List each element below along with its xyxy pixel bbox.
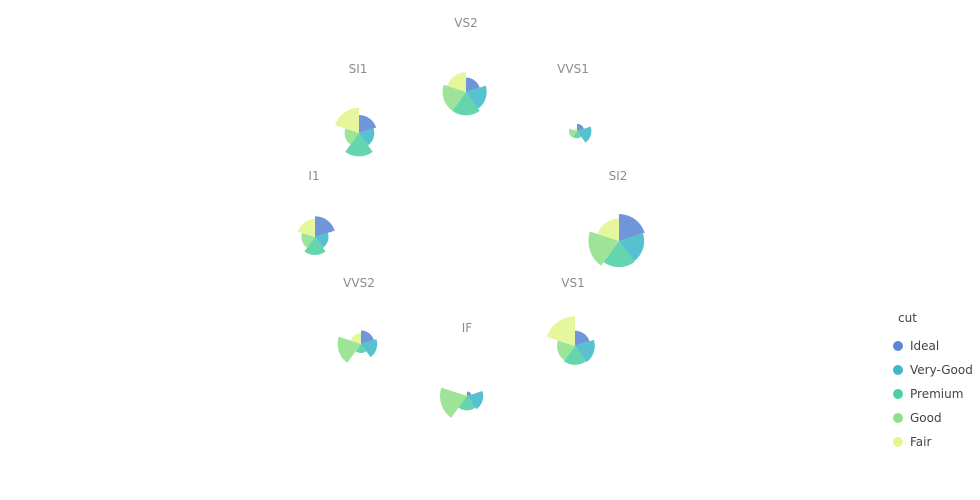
slice-vs1-good[interactable] [557, 340, 575, 361]
legend-label: Good [910, 411, 942, 425]
slice-si2-fair[interactable] [597, 218, 619, 242]
slice-if-ideal[interactable] [467, 391, 472, 397]
slice-vvs1-very-good[interactable] [577, 126, 592, 143]
clarity-group-vs1: VS1 [546, 276, 595, 365]
slice-vvs2-premium[interactable] [355, 344, 367, 353]
slice-i1-ideal[interactable] [315, 216, 335, 237]
slice-vs2-fair[interactable] [447, 72, 466, 92]
legend-title: cut [898, 311, 917, 325]
clarity-group-vvs2: VVS2 [337, 276, 378, 363]
clarity-groups: VS2 VVS1 SI2 VS1 IF VVS2 I1 SI1 [297, 16, 645, 418]
clarity-label: VVS1 [557, 62, 589, 76]
legend-swatch [893, 341, 903, 351]
slice-vvs2-very-good[interactable] [361, 338, 378, 358]
legend-swatch [893, 413, 903, 423]
slice-i1-fair[interactable] [297, 219, 315, 237]
slice-if-very-good[interactable] [467, 390, 484, 410]
slice-vs1-very-good[interactable] [575, 339, 595, 363]
slice-vvs2-fair[interactable] [350, 333, 361, 344]
slice-vvs2-ideal[interactable] [361, 330, 374, 345]
clarity-label: VS1 [561, 276, 584, 290]
slice-i1-good[interactable] [301, 232, 315, 248]
slice-vvs1-good[interactable] [568, 128, 577, 138]
legend-item-good[interactable]: Good [893, 411, 942, 425]
slice-si2-ideal[interactable] [619, 214, 645, 241]
slice-si1-good[interactable] [344, 128, 359, 145]
slice-if-fair[interactable] [464, 393, 467, 396]
slice-vvs1-premium[interactable] [572, 131, 582, 139]
legend-label: Ideal [910, 339, 939, 353]
clarity-label: VS2 [454, 16, 477, 30]
legend-item-ideal[interactable]: Ideal [893, 339, 939, 353]
slice-si1-premium[interactable] [345, 133, 373, 157]
slice-si2-premium[interactable] [603, 241, 635, 268]
clarity-group-si2: SI2 [588, 169, 645, 268]
legend-label: Fair [910, 435, 931, 449]
clarity-group-i1: I1 [297, 169, 335, 255]
legend: cut Ideal Very-Good Premium Good Fair [893, 311, 973, 449]
clarity-group-vs2: VS2 [442, 16, 487, 116]
slice-si2-very-good[interactable] [619, 233, 645, 262]
clarity-group-si1: SI1 [335, 62, 377, 157]
slice-vs2-ideal[interactable] [466, 77, 480, 92]
clarity-label: I1 [308, 169, 319, 183]
legend-item-premium[interactable]: Premium [893, 387, 963, 401]
slice-i1-very-good[interactable] [315, 232, 329, 248]
slice-vvs2-good[interactable] [337, 336, 361, 363]
legend-label: Premium [910, 387, 963, 401]
slice-si1-ideal[interactable] [359, 114, 377, 133]
slice-si2-good[interactable] [588, 231, 619, 266]
legend-items: Ideal Very-Good Premium Good Fair [893, 339, 973, 449]
legend-label: Very-Good [910, 363, 973, 377]
slice-i1-premium[interactable] [304, 237, 326, 255]
legend-swatch [893, 389, 903, 399]
slice-vvs1-fair[interactable] [574, 128, 577, 131]
clarity-label: SI2 [609, 169, 628, 183]
slice-si1-fair[interactable] [335, 107, 359, 133]
legend-swatch [893, 437, 903, 447]
slice-vs2-very-good[interactable] [466, 85, 487, 109]
slice-vs1-ideal[interactable] [575, 330, 590, 346]
slice-if-good[interactable] [440, 387, 467, 418]
legend-swatch [893, 365, 903, 375]
slice-vs2-good[interactable] [442, 84, 466, 111]
legend-item-very-good[interactable]: Very-Good [893, 363, 973, 377]
clarity-group-if: IF [440, 321, 484, 418]
slice-vs1-premium[interactable] [563, 346, 587, 365]
legend-item-fair[interactable]: Fair [893, 435, 931, 449]
slice-vs2-premium[interactable] [452, 92, 480, 116]
slice-vvs1-ideal[interactable] [577, 123, 584, 131]
clarity-label: SI1 [349, 62, 368, 76]
slice-vs1-fair[interactable] [546, 316, 575, 346]
clarity-group-vvs1: VVS1 [557, 62, 592, 143]
clarity-label: IF [462, 321, 473, 335]
slice-si1-very-good[interactable] [359, 128, 375, 146]
slice-if-premium[interactable] [458, 396, 476, 411]
clarity-label: VVS2 [343, 276, 375, 290]
